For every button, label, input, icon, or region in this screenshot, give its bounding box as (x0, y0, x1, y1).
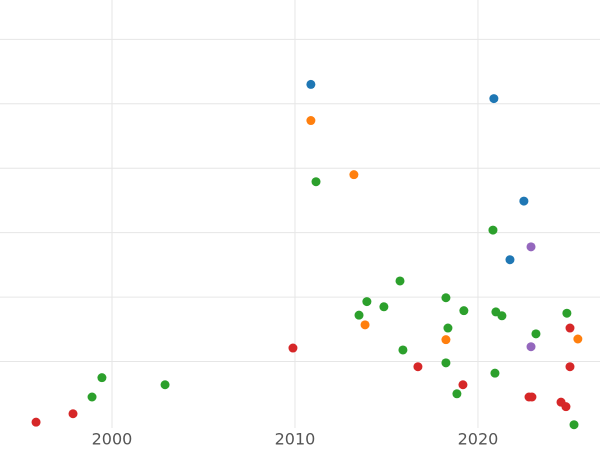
point (531, 329, 541, 339)
point (68, 409, 78, 419)
point (441, 293, 451, 303)
point (398, 345, 408, 355)
point (441, 358, 451, 368)
point (519, 196, 529, 206)
point (160, 380, 170, 390)
point (311, 177, 321, 187)
point (443, 323, 453, 333)
point (31, 417, 41, 427)
point (452, 389, 462, 399)
x-tick-label: 2000 (92, 430, 133, 449)
point (379, 302, 389, 312)
point (354, 310, 364, 320)
point (306, 79, 316, 89)
point (395, 276, 405, 286)
point (413, 362, 423, 372)
point (360, 320, 370, 330)
point (497, 311, 507, 321)
point (87, 392, 97, 402)
point (565, 323, 575, 333)
point (562, 308, 572, 318)
point (362, 297, 372, 307)
point (565, 362, 575, 372)
point (306, 116, 316, 126)
point (441, 335, 451, 345)
point (490, 368, 500, 378)
point (97, 373, 107, 383)
point (458, 380, 468, 390)
point (561, 402, 571, 412)
point (489, 94, 499, 104)
x-tick-label: 2010 (275, 430, 316, 449)
point (526, 342, 536, 352)
point (573, 334, 583, 344)
point (488, 225, 498, 235)
point (288, 343, 298, 353)
point (569, 420, 579, 430)
point (459, 306, 469, 316)
x-tick-label: 2020 (458, 430, 499, 449)
point (526, 242, 536, 252)
point (527, 392, 537, 402)
point (349, 170, 359, 180)
point (505, 255, 515, 265)
